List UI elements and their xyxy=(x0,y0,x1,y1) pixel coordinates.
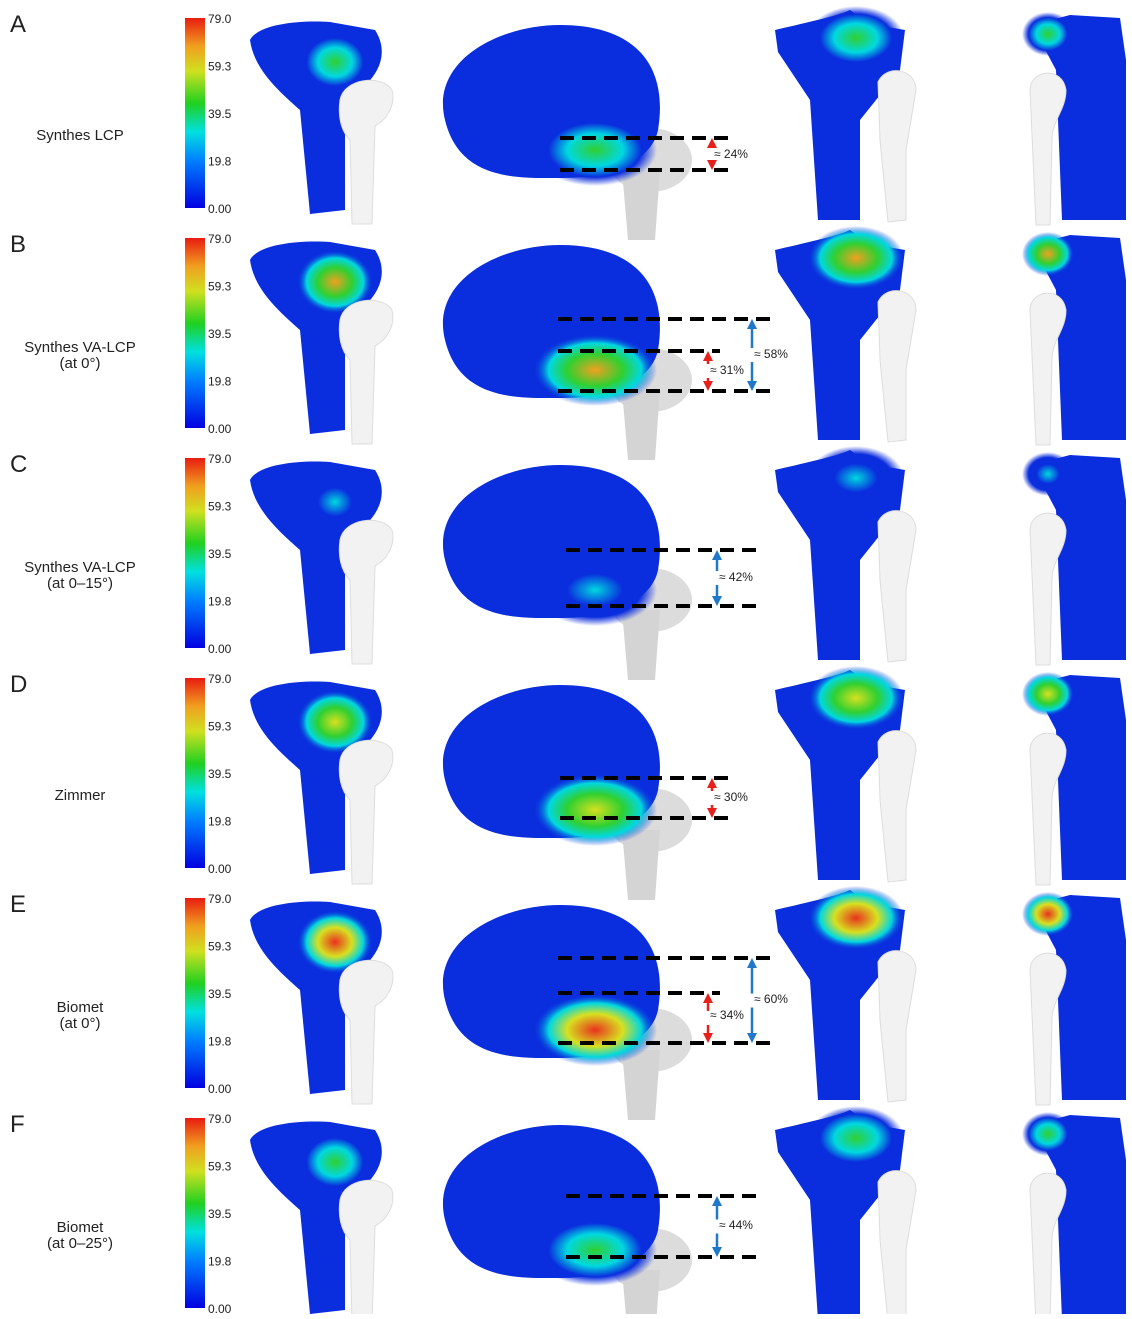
colorbar xyxy=(185,18,205,208)
colorbar-tick-label: 19.8 xyxy=(208,815,232,829)
colorbar-tick-label: 79.0 xyxy=(208,232,232,246)
colorbar xyxy=(185,678,205,868)
percentage-label: ≈ 58% xyxy=(754,347,788,361)
percentage-label: ≈ 34% xyxy=(710,1008,744,1022)
ulna-bone xyxy=(878,1171,916,1314)
panel-label: Synthes VA-LCP xyxy=(24,559,135,576)
colorbar-tick-label: 39.5 xyxy=(208,987,232,1001)
ulna-bone xyxy=(339,1180,393,1314)
stress-hotspot xyxy=(1022,232,1074,276)
colorbar-tick-label: 39.5 xyxy=(208,767,232,781)
colorbar-tick-label: 79.0 xyxy=(208,1112,232,1126)
stress-hotspot xyxy=(808,226,904,290)
colorbar-tick-label: 0.00 xyxy=(208,202,232,216)
colorbar-tick-label: 19.8 xyxy=(208,1035,232,1049)
colorbar-tick-label: 39.5 xyxy=(208,107,232,121)
colorbar-tick-label: 19.8 xyxy=(208,155,232,169)
stress-hotspot xyxy=(1022,672,1074,716)
panel-letter: B xyxy=(10,231,26,258)
panel-letter: F xyxy=(10,1111,25,1138)
panel: D Zimmer 79.0 59.3 39.5 19.8 0.00 ≈ 30% xyxy=(10,666,1126,900)
ulna-bone xyxy=(878,511,916,662)
colorbar xyxy=(185,238,205,428)
stress-hotspot xyxy=(808,1106,904,1170)
stress-hotspot xyxy=(533,554,657,626)
stress-hotspot xyxy=(1022,1112,1074,1156)
colorbar-tick-label: 59.3 xyxy=(208,60,232,74)
stress-hotspot xyxy=(808,6,904,70)
panel-label: (at 0°) xyxy=(59,1015,100,1032)
ulna-bone xyxy=(878,951,916,1102)
ulna-bone xyxy=(339,740,393,884)
figure: A Synthes LCP 79.0 59.3 39.5 19.8 0.00 ≈ 24% B Sy… xyxy=(0,0,1132,1314)
ulna-bone xyxy=(339,520,393,664)
stress-hotspot xyxy=(533,334,657,406)
panel-letter: D xyxy=(10,671,27,698)
ulna-bone xyxy=(339,960,393,1104)
panel: A Synthes LCP 79.0 59.3 39.5 19.8 0.00 ≈ 24% xyxy=(10,6,1126,240)
colorbar-tick-label: 0.00 xyxy=(208,1302,232,1314)
panel-letter: E xyxy=(10,891,26,918)
colorbar-tick-label: 39.5 xyxy=(208,327,232,341)
colorbar-tick-label: 79.0 xyxy=(208,672,232,686)
percentage-label: ≈ 30% xyxy=(714,790,748,804)
colorbar-tick-label: 0.00 xyxy=(208,422,232,436)
colorbar-tick-label: 0.00 xyxy=(208,862,232,876)
ulna-bone xyxy=(339,80,393,224)
panel: C Synthes VA-LCP(at 0–15°) 79.0 59.3 39.5 19.… xyxy=(10,446,1126,680)
colorbar-tick-label: 59.3 xyxy=(208,720,232,734)
percentage-label: ≈ 31% xyxy=(710,363,744,377)
panel: B Synthes VA-LCP(at 0°) 79.0 59.3 39.5 19.8 0.… xyxy=(10,226,1126,460)
stress-hotspot xyxy=(533,774,657,846)
stress-hotspot xyxy=(533,114,657,186)
ulna-bone xyxy=(878,291,916,442)
panel-label: (at 0–15°) xyxy=(47,575,113,592)
stress-hotspot xyxy=(1022,892,1074,936)
stress-hotspot xyxy=(533,994,657,1066)
stress-hotspot xyxy=(533,1214,657,1286)
panel-label: (at 0–25°) xyxy=(47,1235,113,1252)
percentage-label: ≈ 44% xyxy=(719,1218,753,1232)
colorbar-tick-label: 39.5 xyxy=(208,547,232,561)
colorbar-tick-label: 79.0 xyxy=(208,452,232,466)
panel-label: Biomet xyxy=(57,999,105,1016)
panel-label: Synthes LCP xyxy=(36,127,124,144)
colorbar-tick-label: 59.3 xyxy=(208,1160,232,1174)
ulna-bone xyxy=(878,71,916,222)
colorbar-tick-label: 19.8 xyxy=(208,595,232,609)
colorbar xyxy=(185,1118,205,1308)
colorbar-tick-label: 19.8 xyxy=(208,375,232,389)
panel-letter: C xyxy=(10,451,27,478)
colorbar xyxy=(185,898,205,1088)
colorbar-tick-label: 19.8 xyxy=(208,1255,232,1269)
panel: E Biomet(at 0°) 79.0 59.3 39.5 19.8 0.00 ≈ 60% ≈… xyxy=(10,886,1126,1120)
panel: F Biomet(at 0–25°) 79.0 59.3 39.5 19.8 0.00 ≈ 4… xyxy=(10,1106,1126,1314)
ulna-bone xyxy=(339,300,393,444)
colorbar-tick-label: 39.5 xyxy=(208,1207,232,1221)
colorbar-tick-label: 59.3 xyxy=(208,280,232,294)
colorbar-tick-label: 0.00 xyxy=(208,642,232,656)
percentage-label: ≈ 60% xyxy=(754,992,788,1006)
ulna-bone xyxy=(878,731,916,882)
colorbar-tick-label: 79.0 xyxy=(208,12,232,26)
panel-label: (at 0°) xyxy=(59,355,100,372)
stress-hotspot xyxy=(1022,452,1074,496)
colorbar xyxy=(185,458,205,648)
colorbar-tick-label: 0.00 xyxy=(208,1082,232,1096)
stress-hotspot xyxy=(1022,12,1074,56)
colorbar-tick-label: 59.3 xyxy=(208,940,232,954)
panel-label: Synthes VA-LCP xyxy=(24,339,135,356)
percentage-label: ≈ 42% xyxy=(719,570,753,584)
stress-hotspot xyxy=(808,886,904,950)
panel-label: Biomet xyxy=(57,1219,105,1236)
colorbar-tick-label: 59.3 xyxy=(208,500,232,514)
panel-label: Zimmer xyxy=(55,787,106,804)
percentage-label: ≈ 24% xyxy=(714,147,748,161)
stress-hotspot xyxy=(808,666,904,730)
colorbar-tick-label: 79.0 xyxy=(208,892,232,906)
stress-hotspot xyxy=(808,446,904,510)
panel-letter: A xyxy=(10,11,26,38)
